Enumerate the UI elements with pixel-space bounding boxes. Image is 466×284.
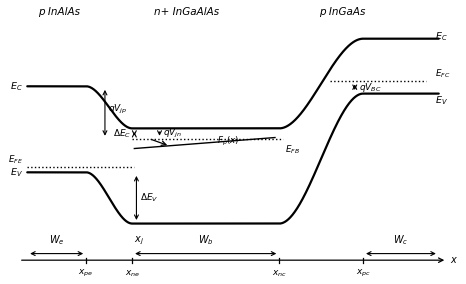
Text: $\Delta E_C$: $\Delta E_C$ xyxy=(113,128,131,140)
Text: $qV_{BC}$: $qV_{BC}$ xyxy=(359,81,382,94)
Text: $E_C$: $E_C$ xyxy=(10,80,23,93)
Text: p InAlAs: p InAlAs xyxy=(38,7,80,17)
Text: $W_b$: $W_b$ xyxy=(198,233,213,247)
Text: $E_C$: $E_C$ xyxy=(434,31,447,43)
Text: $x_{pe}$: $x_{pe}$ xyxy=(78,268,94,279)
Text: $\Delta E_V$: $\Delta E_V$ xyxy=(140,192,158,204)
Text: p InGaAs: p InGaAs xyxy=(319,7,365,17)
Text: $E_V$: $E_V$ xyxy=(434,94,447,107)
Text: $E_{FB}$: $E_{FB}$ xyxy=(286,144,301,156)
Text: $W_c$: $W_c$ xyxy=(393,233,409,247)
Text: $F_p(x)$: $F_p(x)$ xyxy=(217,135,240,148)
Text: $W_e$: $W_e$ xyxy=(49,233,64,247)
Text: $E_{FC}$: $E_{FC}$ xyxy=(434,68,450,80)
Text: n+ InGaAlAs: n+ InGaAlAs xyxy=(154,7,219,17)
Text: $x_{ne}$: $x_{ne}$ xyxy=(124,268,140,279)
Text: $qV_{jn}$: $qV_{jn}$ xyxy=(163,127,182,140)
Text: $x_j$: $x_j$ xyxy=(134,235,144,247)
Text: $E_V$: $E_V$ xyxy=(10,166,23,179)
Text: $x_{pc}$: $x_{pc}$ xyxy=(356,268,370,279)
Text: $qV_{jp}$: $qV_{jp}$ xyxy=(108,103,128,116)
Text: $x$: $x$ xyxy=(451,255,459,265)
Text: $E_{FE}$: $E_{FE}$ xyxy=(8,154,23,166)
Text: $x_{nc}$: $x_{nc}$ xyxy=(272,268,287,279)
